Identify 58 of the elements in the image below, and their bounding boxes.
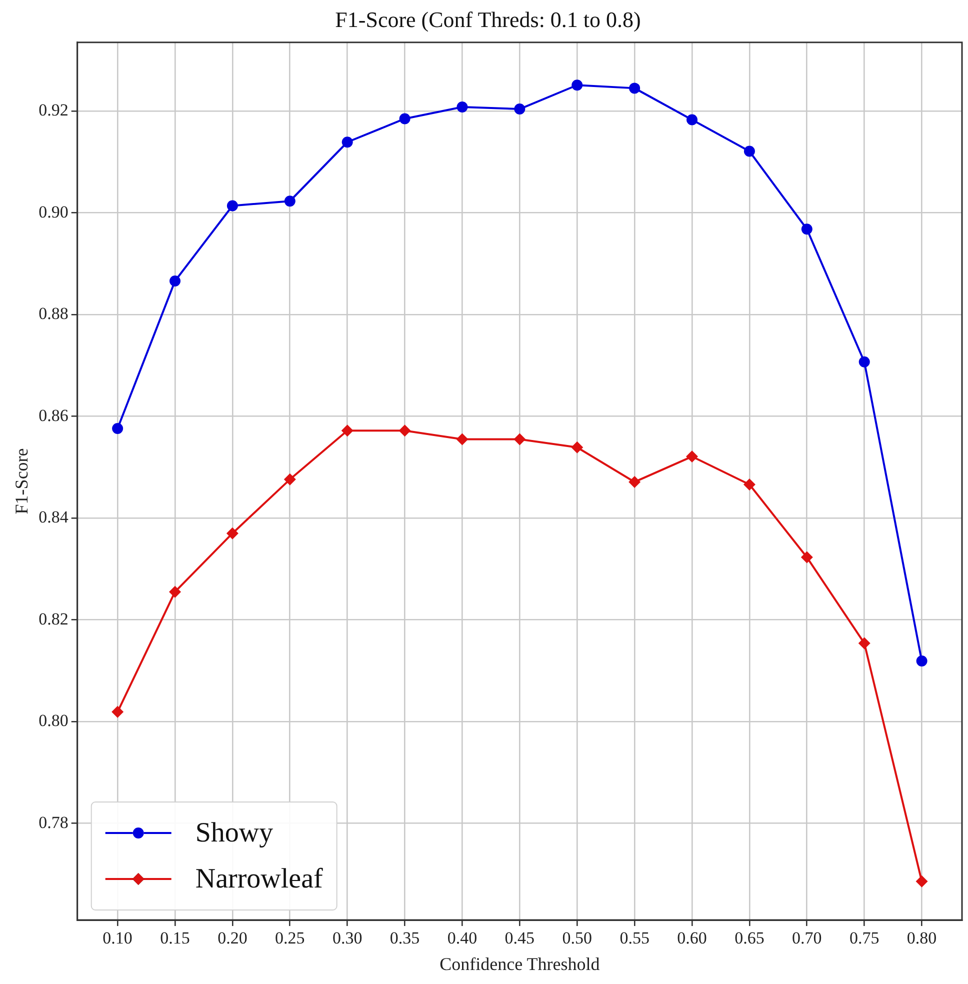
y-tick-label: 0.84: [38, 508, 69, 527]
point: [744, 146, 755, 157]
x-tick-label: 0.80: [906, 928, 937, 948]
x-tick-label: 0.10: [102, 928, 132, 948]
y-tick-label: 0.92: [38, 100, 68, 120]
x-tick-label: 0.35: [390, 928, 420, 948]
point: [170, 276, 181, 287]
x-tick-label: 0.60: [677, 928, 707, 948]
x-tick-label: 0.15: [160, 928, 190, 948]
point: [858, 356, 870, 368]
x-tick-label: 0.45: [504, 928, 535, 948]
x-tick-label: 0.70: [792, 928, 822, 948]
x-tick-label: 0.75: [849, 928, 880, 948]
point: [398, 424, 411, 437]
point: [743, 478, 756, 491]
y-tick-label: 0.82: [38, 609, 68, 628]
y-tick-label: 0.80: [38, 711, 68, 730]
point: [629, 82, 640, 94]
point: [226, 527, 238, 540]
x-tick-label: 0.65: [734, 928, 764, 948]
point: [169, 586, 182, 598]
point: [112, 706, 124, 718]
point: [456, 433, 468, 446]
point: [341, 424, 354, 437]
point: [686, 114, 698, 126]
point: [342, 136, 353, 148]
chart-title: F1-Score (Conf Threds: 0.1 to 0.8): [335, 6, 641, 32]
legend-label: Narrowleaf: [195, 863, 324, 894]
point: [284, 473, 296, 486]
x-axis-title: Confidence Threshold: [440, 954, 600, 974]
x-tick-label: 0.20: [218, 928, 248, 948]
y-tick-label: 0.78: [38, 812, 68, 832]
y-axis-title: F1-Score: [12, 448, 32, 514]
point: [916, 656, 928, 667]
x-tick-label: 0.40: [447, 928, 478, 948]
point: [514, 433, 526, 446]
point: [399, 113, 410, 124]
y-tick-label: 0.90: [38, 202, 68, 222]
y-tick-label: 0.86: [38, 406, 68, 425]
point: [572, 80, 583, 91]
x-tick-label: 0.55: [620, 928, 650, 948]
point: [916, 875, 928, 888]
point: [858, 637, 870, 650]
point: [226, 200, 238, 212]
x-tick-label: 0.30: [332, 928, 362, 948]
point: [112, 423, 124, 434]
point: [571, 441, 584, 454]
point: [686, 450, 698, 463]
point: [284, 196, 296, 207]
point: [801, 224, 812, 235]
y-tick-label: 0.88: [38, 304, 68, 324]
legend-label: Showy: [195, 817, 274, 848]
point: [514, 104, 526, 115]
point: [456, 102, 468, 113]
point: [628, 476, 641, 488]
point: [800, 551, 813, 564]
x-tick-label: 0.50: [562, 928, 592, 948]
x-tick-label: 0.25: [275, 928, 305, 948]
